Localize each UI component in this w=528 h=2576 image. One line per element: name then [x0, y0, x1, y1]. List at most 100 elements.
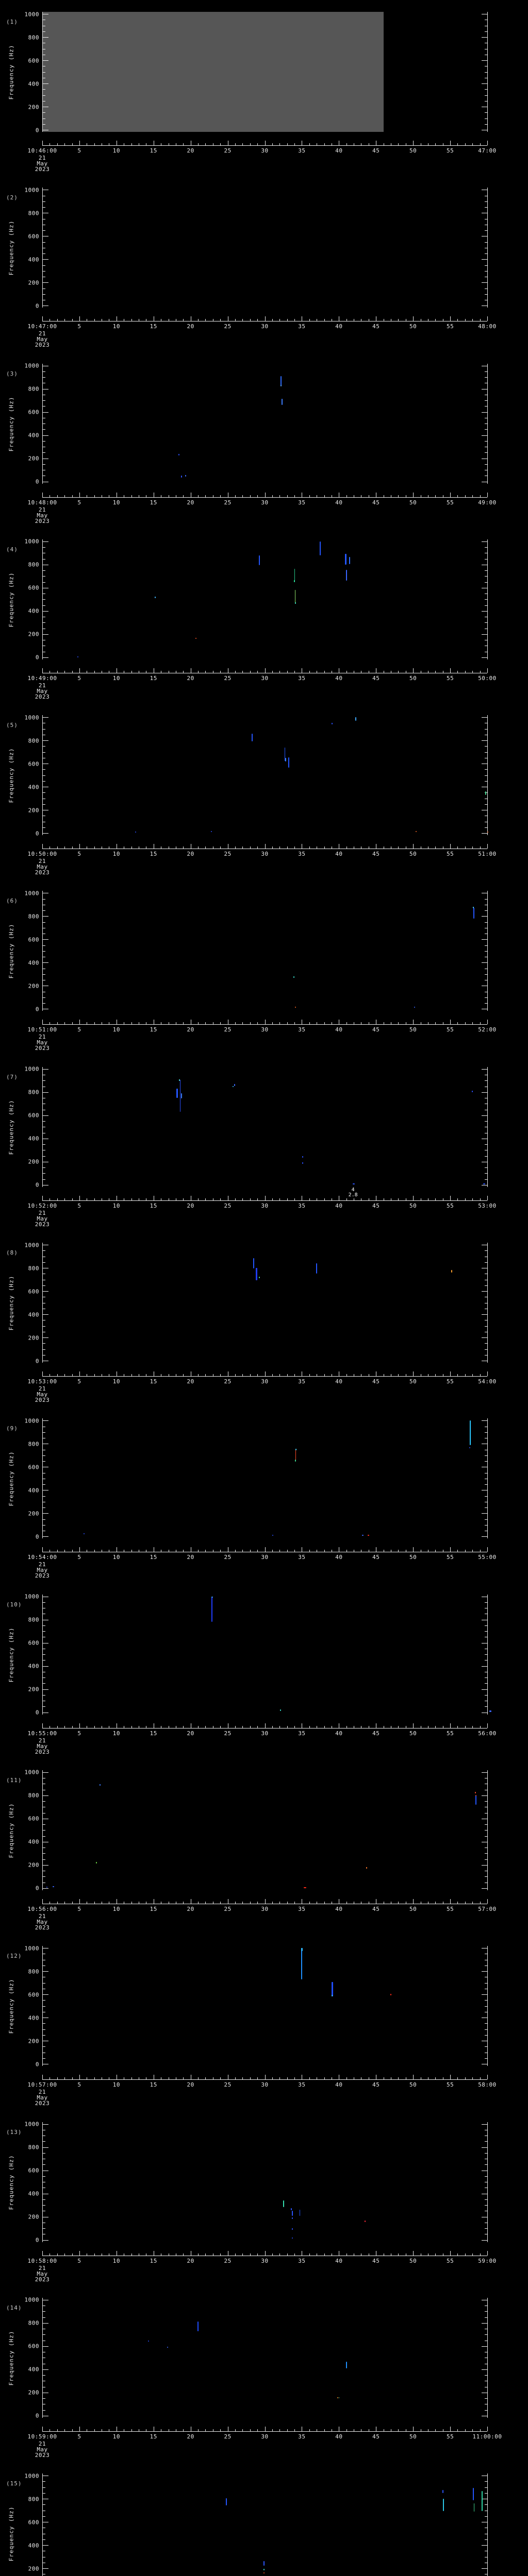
no-data-region [42, 12, 384, 132]
y-axis-right [487, 1594, 488, 1715]
x-tick-label: 20 [187, 1554, 194, 1561]
x-tick-label: 5 [77, 1905, 81, 1912]
x-tick [220, 495, 221, 497]
x-tick-label: 30 [261, 323, 269, 330]
y-tick [482, 717, 487, 718]
y-tick [485, 1326, 487, 1327]
x-tick [257, 495, 258, 497]
y-tick [43, 939, 48, 940]
spectrogram-panel: (2) Frequency (Hz) 0 200 400 600 800 1000 10:47:… [0, 176, 528, 352]
x-tick [42, 492, 43, 497]
y-tick [482, 1337, 487, 1338]
y-tick [43, 827, 45, 828]
x-tick [250, 2253, 251, 2256]
x-tick-label: 15 [150, 323, 157, 330]
x-tick [413, 1371, 414, 1377]
y-tick [43, 60, 48, 61]
x-tick-label: 50:00 [478, 674, 497, 682]
spectrogram-event [361, 1534, 364, 1536]
x-tick-label: 10:56:00 [27, 1905, 57, 1912]
x-tick [480, 1550, 481, 1552]
y-tick [482, 2124, 487, 2125]
x-tick [94, 319, 95, 321]
x-tick-label: 50 [409, 1378, 417, 1385]
y-tick [485, 124, 487, 125]
y-tick [485, 781, 487, 782]
y-tick [485, 2516, 487, 2517]
x-tick [64, 1198, 65, 1200]
spectrogram-event [294, 1006, 296, 1008]
y-tick [485, 2035, 487, 2036]
x-tick [205, 319, 206, 321]
x-tick [450, 2426, 451, 2431]
y-tick-label: 400 [28, 607, 39, 615]
x-tick [457, 846, 458, 849]
x-tick [94, 1901, 95, 1904]
y-tick [43, 1888, 48, 1889]
x-tick-label: 30 [261, 1378, 269, 1385]
x-tick [79, 844, 80, 849]
spectrogram-event [185, 475, 186, 477]
y-tick [43, 1683, 45, 1684]
x-tick [465, 1374, 466, 1377]
x-tick-label: 10:59:00 [27, 2433, 57, 2440]
x-tick [79, 1195, 80, 1200]
spectrogram-event [349, 556, 350, 564]
x-tick-label: 25 [224, 1730, 232, 1737]
x-tick [131, 2253, 132, 2256]
spectrogram-event [481, 2491, 483, 2511]
x-tick [235, 1550, 236, 1552]
x-tick [57, 1725, 58, 1728]
x-tick [324, 1022, 325, 1025]
y-tick [485, 230, 487, 231]
x-tick-label: 50 [409, 147, 417, 154]
spectrogram-panel: (1) Frequency (Hz) 0 200 400 600 800 1000 10:46:… [0, 0, 528, 176]
x-tick [250, 319, 251, 321]
y-tick-label: 0 [35, 1885, 39, 1892]
x-tick [198, 2253, 199, 2256]
spectrogram-event [302, 1162, 303, 1164]
y-axis-left [42, 1243, 43, 1363]
x-tick-label: 35 [298, 1026, 306, 1033]
y-tick [43, 201, 45, 202]
y-tick-label: 800 [28, 1089, 39, 1096]
x-tick-label: 10 [112, 2081, 120, 2089]
x-tick [309, 1550, 310, 1552]
x-tick-label: 15 [150, 1202, 157, 1209]
x-tick [480, 1022, 481, 1025]
x-tick [220, 2429, 221, 2431]
x-tick-label: 25 [224, 2257, 232, 2264]
x-tick [183, 143, 184, 145]
x-tick [272, 846, 273, 849]
y-tick [43, 769, 45, 770]
date-label: 21 [38, 682, 46, 689]
y-tick [482, 1666, 487, 1667]
x-tick-label: 49:00 [478, 499, 497, 506]
spectrogram-event [344, 554, 346, 565]
x-tick-label: 5 [77, 2257, 81, 2264]
x-tick [346, 1374, 347, 1377]
x-tick-label: 45 [372, 1202, 380, 1209]
x-tick [480, 2429, 481, 2431]
y-tick [43, 2205, 45, 2206]
y-tick [43, 1824, 45, 1825]
x-tick [242, 2429, 243, 2431]
x-tick-label: 40 [335, 2081, 343, 2089]
y-tick [43, 2000, 45, 2001]
y-tick [485, 2153, 487, 2154]
y-tick-label: 1000 [24, 1417, 39, 1425]
y-tick [485, 201, 487, 202]
x-tick [435, 1198, 436, 1200]
y-tick [485, 2317, 487, 2318]
y-tick [43, 781, 45, 782]
x-tick [257, 319, 258, 321]
x-tick-label: 30 [261, 147, 269, 154]
x-tick [457, 319, 458, 321]
x-tick [257, 1550, 258, 1552]
spectrogram-event [232, 1086, 234, 1087]
x-tick [57, 495, 58, 497]
date-label: May [37, 336, 48, 343]
y-tick [43, 2176, 45, 2177]
x-tick [324, 143, 325, 145]
x-tick [346, 2429, 347, 2431]
